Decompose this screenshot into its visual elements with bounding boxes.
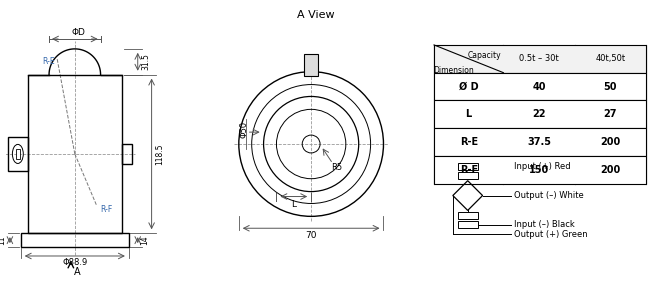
Bar	[434, 156, 646, 184]
Text: Ø D: Ø D	[459, 81, 479, 92]
Text: 200: 200	[600, 137, 621, 147]
Text: Output (+) Green: Output (+) Green	[514, 230, 588, 239]
Text: 40t,50t: 40t,50t	[595, 54, 625, 63]
Text: Capacity: Capacity	[467, 51, 501, 60]
Text: A: A	[73, 267, 80, 277]
Text: 27: 27	[604, 109, 617, 119]
Text: Input (–) Black: Input (–) Black	[514, 220, 575, 229]
Text: Φ88.9: Φ88.9	[62, 258, 88, 267]
Text: Input (+) Red: Input (+) Red	[514, 162, 571, 171]
Text: 22: 22	[532, 109, 546, 119]
Text: 200: 200	[600, 165, 621, 175]
Text: ΦD: ΦD	[72, 27, 86, 36]
Bar	[27, 75, 122, 233]
Text: R-E: R-E	[460, 137, 478, 147]
Text: 0.5t – 30t: 0.5t – 30t	[519, 54, 559, 63]
Text: R-F: R-F	[101, 205, 112, 214]
Text: Output (–) White: Output (–) White	[514, 191, 584, 200]
Bar	[458, 172, 477, 179]
Bar	[434, 45, 646, 73]
Text: R5: R5	[332, 163, 343, 172]
Text: 50: 50	[604, 81, 617, 92]
Bar	[304, 54, 318, 76]
Text: 11: 11	[0, 235, 7, 245]
Bar	[434, 100, 646, 128]
Bar	[458, 221, 477, 228]
Bar	[8, 137, 27, 171]
Text: L: L	[466, 109, 472, 119]
Bar	[458, 212, 477, 219]
Bar	[434, 73, 646, 100]
Bar	[458, 163, 477, 170]
Text: Dimension: Dimension	[433, 66, 473, 75]
Text: A View: A View	[298, 10, 335, 20]
Bar	[21, 233, 129, 247]
Text: 40: 40	[532, 81, 546, 92]
Text: 31.5: 31.5	[141, 53, 150, 70]
Text: 150: 150	[529, 165, 549, 175]
Text: 118.5: 118.5	[155, 143, 164, 165]
Bar	[434, 128, 646, 156]
Bar	[16, 149, 20, 159]
Text: R-F: R-F	[460, 165, 478, 175]
Text: R-E: R-E	[43, 57, 56, 66]
Text: L: L	[291, 200, 296, 209]
Text: Φ50: Φ50	[239, 121, 249, 138]
Bar	[122, 144, 132, 164]
Text: 37.5: 37.5	[527, 137, 551, 147]
Text: 14: 14	[140, 235, 149, 245]
Text: 70: 70	[305, 231, 317, 240]
